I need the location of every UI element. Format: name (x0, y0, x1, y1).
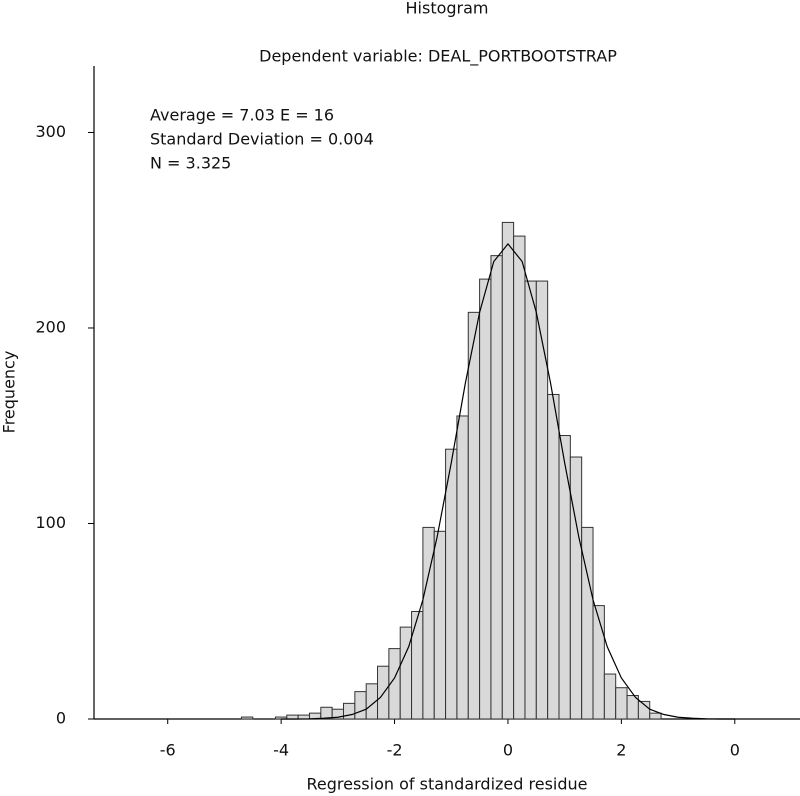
annotation: Average = 7.03 E = 16 (150, 106, 334, 125)
bar (343, 702, 356, 720)
annotation: N = 3.325 (150, 154, 231, 173)
bar (411, 610, 424, 720)
bar (467, 311, 481, 720)
y-tick-label: 200 (35, 317, 66, 336)
annotation: Standard Deviation = 0.004 (150, 130, 374, 149)
bar (547, 393, 560, 720)
y-axis-label: Frequency (0, 351, 19, 434)
bar (456, 415, 469, 720)
x-tick-label: -6 (160, 741, 176, 760)
x-tick-label: -4 (273, 741, 289, 760)
bar (354, 691, 367, 720)
bar (592, 605, 605, 720)
bar (615, 687, 628, 720)
bar (535, 280, 549, 720)
x-tick-label: 2 (616, 741, 626, 760)
normal-curve (281, 242, 735, 720)
bar (603, 673, 617, 720)
x-axis-label: Regression of standardized residue (307, 775, 588, 794)
bar (524, 280, 537, 720)
x-tick-label: 0 (730, 741, 740, 760)
bar (558, 435, 571, 720)
bar (649, 712, 662, 720)
x-tick-label: -2 (387, 741, 403, 760)
bar (479, 278, 492, 720)
chart-subtitle: Dependent variable: DEAL_PORTBOOTSTRAP (259, 47, 617, 67)
chart-title: Histogram (406, 0, 489, 18)
bar (433, 530, 447, 720)
bar (490, 255, 503, 720)
y-tick-label: 300 (35, 122, 66, 141)
x-tick-label: 0 (503, 741, 513, 760)
bar (240, 716, 254, 720)
bar (513, 235, 526, 720)
bar (569, 456, 583, 720)
bar (445, 448, 458, 720)
y-tick-label: 0 (56, 709, 66, 728)
bar (637, 700, 651, 720)
y-tick-label: 100 (35, 513, 66, 532)
bar (501, 221, 515, 720)
